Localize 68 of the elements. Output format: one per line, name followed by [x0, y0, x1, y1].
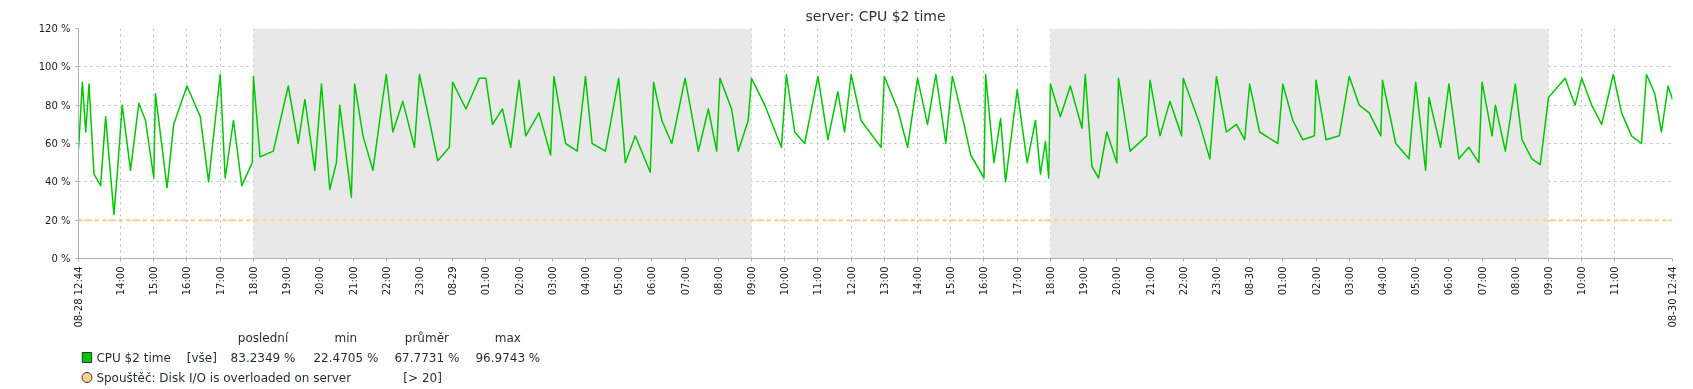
x-tick-label: 03:00 — [546, 266, 558, 296]
x-tick-label: 11:00 — [812, 266, 824, 296]
x-tick-label: 06:00 — [646, 266, 658, 296]
x-tick-label: 08-29 — [447, 266, 459, 296]
y-tick-label: 60 % — [45, 138, 71, 149]
x-tick-label: 09:00 — [1543, 266, 1555, 296]
y-tick-label: 0 % — [51, 253, 71, 264]
x-tick-label: 18:00 — [247, 266, 259, 296]
x-tick-label: 05:00 — [613, 266, 625, 296]
text: [> 20] — [403, 370, 442, 385]
x-tick-label: 20:00 — [314, 266, 326, 296]
x-tick-label: 08-28 12:44 — [73, 266, 84, 328]
text: 83.2349 % — [230, 350, 296, 365]
x-tick-label: 04:00 — [579, 266, 591, 296]
x-tick-label: 09:00 — [746, 266, 758, 296]
x-tick-label: 17:00 — [214, 266, 226, 296]
x-tick-label: 23:00 — [1210, 266, 1222, 296]
y-tick-label: 20 % — [45, 214, 71, 226]
x-tick-label: 19:00 — [281, 266, 293, 296]
x-tick-label: 02:00 — [1310, 266, 1322, 296]
y-tick-label: 120 % — [38, 23, 71, 34]
x-tick-label: 21:00 — [347, 266, 359, 296]
x-tick-label: 04:00 — [1376, 266, 1388, 296]
x-tick-label: 11:00 — [1609, 266, 1621, 296]
x-tick-label: 03:00 — [1343, 266, 1355, 296]
x-tick-label: 07:00 — [679, 266, 691, 296]
text: max — [494, 330, 521, 345]
x-tick-label: 18:00 — [1044, 266, 1056, 296]
x-tick-label: 08:00 — [712, 266, 724, 296]
x-tick-label: 07:00 — [1476, 266, 1488, 296]
x-tick-label: 21:00 — [1144, 266, 1156, 296]
text: [vše] — [186, 350, 217, 365]
x-tick-label: 16:00 — [181, 266, 193, 296]
x-tick-label: 10:00 — [1576, 266, 1588, 296]
x-tick-label: 14:00 — [115, 266, 127, 296]
x-tick-label: 15:00 — [148, 266, 160, 296]
x-tick-label: 05:00 — [1410, 266, 1422, 296]
text: 96.9743 % — [475, 350, 541, 365]
chart-title: server: CPU $2 time — [805, 7, 946, 24]
legend-label: CPU $2 time — [96, 350, 171, 365]
text: min — [334, 330, 358, 345]
x-tick-label: 01:00 — [1277, 266, 1289, 296]
x-tick-label: 17:00 — [1011, 266, 1023, 296]
y-tick-label: 100 % — [38, 61, 71, 73]
x-tick-label: 23:00 — [413, 266, 425, 296]
x-tick-label: 08-30 12:44 — [1667, 266, 1678, 328]
x-tick-label: 22:00 — [1177, 266, 1189, 296]
text: průměr — [404, 330, 450, 345]
x-tick-label: 10:00 — [779, 266, 791, 296]
legend-label: Spouštěč: Disk I/O is overloaded on server — [96, 370, 352, 385]
x-tick-label: 16:00 — [978, 266, 990, 296]
x-tick-label: 19:00 — [1078, 266, 1090, 296]
x-tick-label: 14:00 — [912, 266, 924, 296]
x-tick-label: 12:00 — [845, 266, 857, 296]
y-tick-label: 80 % — [45, 99, 71, 111]
x-tick-label: 08-30 — [1244, 266, 1256, 296]
x-tick-label: 20:00 — [1111, 266, 1123, 296]
text: poslední — [237, 330, 289, 345]
y-tick-label: 40 % — [45, 176, 71, 188]
x-tick-label: 06:00 — [1443, 266, 1455, 296]
x-tick-label: 15:00 — [945, 266, 957, 296]
x-tick-label: 13:00 — [878, 266, 890, 296]
text: 67.7731 % — [394, 350, 460, 365]
text: 22.4705 % — [313, 350, 379, 365]
x-tick-label: 22:00 — [380, 266, 392, 296]
x-tick-label: 02:00 — [513, 266, 525, 296]
x-tick-label: 08:00 — [1509, 266, 1521, 296]
x-tick-label: 01:00 — [480, 266, 492, 296]
